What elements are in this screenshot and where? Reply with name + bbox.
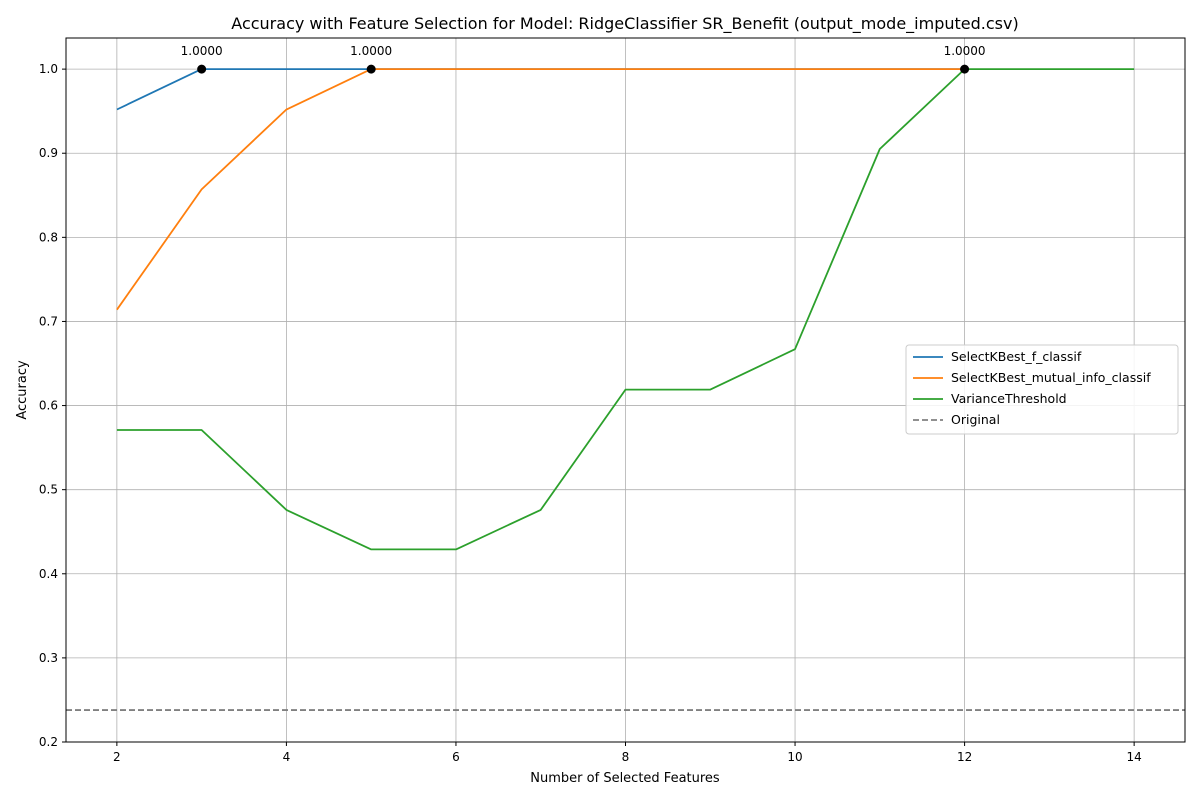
best-marker-layer: 1.0000 1.0000 1.0000 <box>181 44 986 74</box>
y-tick-label: 0.7 <box>39 314 58 328</box>
y-tick-label: 0.2 <box>39 735 58 749</box>
x-axis-label: Number of Selected Features <box>530 771 720 786</box>
legend-box <box>905 344 1179 435</box>
x-tick-label: 2 <box>113 750 121 764</box>
series-line-2 <box>116 68 965 311</box>
tick-layer: 2 4 6 8 10 12 14 0.2 0.3 0.4 0.5 0.6 0.7 0.8 0.9 1.0 <box>39 62 1142 764</box>
x-tick-label: 10 <box>787 750 802 764</box>
best-point-marker-1 <box>197 64 207 74</box>
best-point-marker-2 <box>366 64 376 74</box>
y-tick-label: 1.0 <box>39 62 58 76</box>
y-tick-label: 0.3 <box>39 651 58 665</box>
y-axis-label: Accuracy <box>15 360 30 420</box>
best-point-label-2: 1.0000 <box>350 44 392 58</box>
best-point-marker-3 <box>960 64 970 74</box>
x-tick-label: 8 <box>622 750 630 764</box>
x-tick-label: 4 <box>283 750 291 764</box>
legend-label-1: SelectKBest_f_classif <box>951 349 1082 364</box>
best-point-label-3: 1.0000 <box>944 44 986 58</box>
y-tick-label: 0.8 <box>39 230 58 244</box>
x-tick-label: 6 <box>452 750 460 764</box>
y-tick-label: 0.9 <box>39 146 58 160</box>
legend-label-3: VarianceThreshold <box>951 391 1067 406</box>
best-point-label-1: 1.0000 <box>181 44 223 58</box>
chart-title: Accuracy with Feature Selection for Mode… <box>231 14 1018 34</box>
y-tick-label: 0.6 <box>39 399 58 413</box>
x-tick-label: 12 <box>957 750 972 764</box>
legend: SelectKBest_f_classif SelectKBest_mutual_… <box>905 344 1179 435</box>
y-tick-label: 0.4 <box>39 567 58 581</box>
x-tick-label: 14 <box>1126 750 1141 764</box>
legend-label-4: Original <box>951 412 1000 427</box>
legend-label-2: SelectKBest_mutual_info_classif <box>951 370 1151 385</box>
y-tick-label: 0.5 <box>39 483 58 497</box>
series-line-1 <box>116 68 965 111</box>
